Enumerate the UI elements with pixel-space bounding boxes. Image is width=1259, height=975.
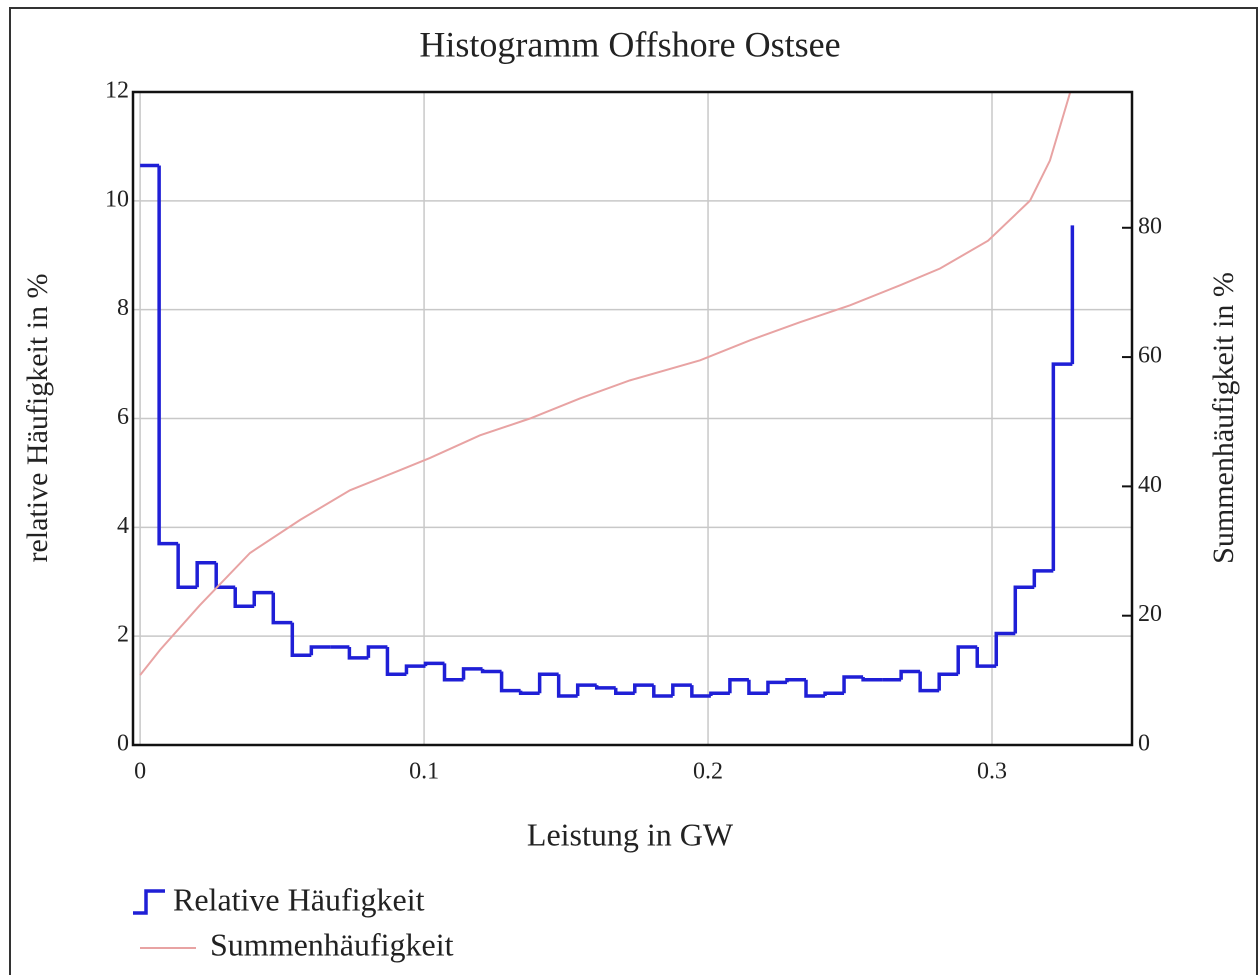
step-segment [766,680,787,694]
x-tick-label: 0 [134,759,146,785]
step-segment [652,685,673,698]
step-segment [785,677,807,683]
step-segment [195,560,217,588]
step-segment [994,631,1016,667]
step-segment [1032,569,1054,588]
step-segment [214,562,236,589]
step-segment [671,683,692,697]
step-segment [366,645,388,658]
step-segment [176,543,198,589]
step-segment [423,661,445,667]
y2-tick-label: 40 [1138,472,1162,498]
legend-swatch [133,889,165,915]
x-tick-label: 0.3 [977,759,1007,785]
step-segment [233,587,255,608]
step-segment [442,663,464,682]
step-segment [575,683,597,697]
y2-axis-label: Summenhäufigkeit in % [1207,272,1240,564]
step-segment [804,679,826,698]
step-segment [728,677,749,694]
step-segment [594,685,616,690]
step-segment [690,685,711,698]
step-segment [899,669,921,680]
step-segment [480,668,502,674]
x-tick-label: 0.2 [693,759,723,785]
y-tick-label: 6 [117,404,129,430]
y-tick-label: 10 [105,186,129,212]
chart-title: Histogramm Offshore Ostsee [419,24,840,64]
step-segment [518,690,540,696]
y2-tick-label: 20 [1138,601,1162,627]
plot-frame [131,90,1134,747]
step-segment [290,622,312,657]
y-tick-label: 12 [105,78,129,104]
y2-tick-label: 60 [1138,343,1162,369]
step-segment [252,590,274,607]
step-segment [309,645,331,656]
step-segment [633,683,654,694]
step-segment [385,647,407,677]
y2-tick-label: 80 [1138,213,1162,239]
y-tick-label: 4 [117,513,129,539]
step-segment [499,671,521,693]
step-segment [404,664,426,675]
y-axis-label: relative Häufigkeit in % [21,273,54,562]
step-segment [1013,585,1035,634]
y-tick-label: 0 [117,731,129,757]
step-segment [975,647,997,668]
step-segment [937,672,959,691]
step-segment [861,676,883,682]
step-segment [613,687,635,696]
step-segment [709,691,730,697]
step-segment [157,165,179,546]
step-segment [1051,362,1073,571]
line [139,92,1072,676]
x-axis-label: Leistung in GW [527,816,734,852]
step-segment [461,667,483,680]
y-tick-label: 8 [117,295,129,321]
x-tick-label: 0.1 [409,759,439,785]
step-segment [842,675,864,694]
legend-label: Summenhäufigkeit [210,926,454,962]
frame [9,7,1258,975]
y-tick-label: 2 [117,622,129,648]
step-segment [347,647,369,660]
step-segment [823,691,845,697]
step-segment [556,674,578,698]
step-segment [271,592,293,625]
step-segment [537,672,559,694]
step-segment [956,645,978,675]
step-segment [747,679,768,696]
step-segment [918,671,940,693]
legend-label: Relative Häufigkeit [173,881,425,917]
y2-tick-label: 0 [1138,731,1150,757]
